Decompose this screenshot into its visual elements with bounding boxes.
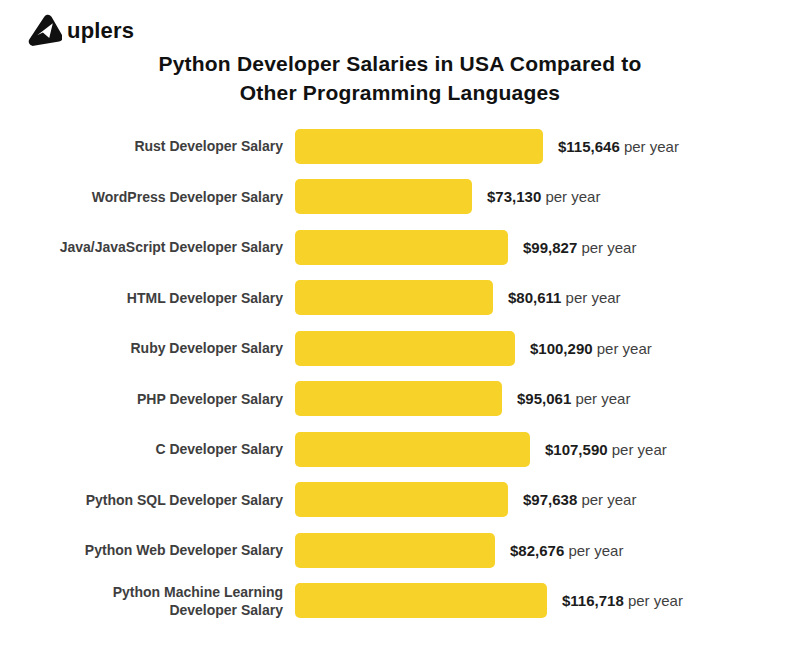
category-label: Rust Developer Salary (0, 137, 283, 155)
salary-value: $115,646 per year (558, 138, 679, 155)
salary-value: $107,590 per year (545, 441, 667, 458)
chart-row: Python Web Developer Salary $82,676 per … (0, 525, 800, 576)
salary-suffix: per year (612, 441, 667, 458)
chart-row: HTML Developer Salary $80,611 per year (0, 273, 800, 324)
uplers-logo-icon (28, 14, 62, 48)
salary-bar (295, 381, 502, 416)
salary-amount: $116,718 (562, 592, 624, 609)
category-label: Python Web Developer Salary (0, 541, 283, 559)
salary-bar (295, 432, 530, 467)
salary-value: $82,676 per year (510, 542, 623, 559)
salary-suffix: per year (581, 491, 636, 508)
salary-amount: $73,130 (487, 188, 541, 205)
salary-bar (295, 129, 543, 164)
salary-suffix: per year (628, 592, 683, 609)
salary-suffix: per year (566, 289, 621, 306)
salary-suffix: per year (568, 542, 623, 559)
salary-value: $100,290 per year (530, 340, 652, 357)
category-label: Java/JavaScript Developer Salary (0, 238, 283, 256)
salary-bar (295, 583, 547, 618)
salary-value: $80,611 per year (508, 289, 621, 306)
salary-amount: $80,611 (508, 289, 561, 306)
salary-amount: $82,676 (510, 542, 564, 559)
salary-value: $99,827 per year (523, 239, 636, 256)
salary-amount: $107,590 (545, 441, 608, 458)
salary-suffix: per year (575, 390, 630, 407)
brand-name: uplers (67, 18, 134, 44)
bar-chart: Rust Developer Salary $115,646 per year … (0, 121, 800, 626)
category-label: C Developer Salary (0, 440, 283, 458)
chart-title-line1: Python Developer Salaries in USA Compare… (0, 50, 800, 79)
salary-bar (295, 482, 508, 517)
chart-row: Ruby Developer Salary $100,290 per year (0, 323, 800, 374)
salary-bar (295, 533, 495, 568)
category-label: Python Machine Learning Developer Salary (0, 583, 283, 619)
salary-bar (295, 331, 515, 366)
chart-row: PHP Developer Salary $95,061 per year (0, 374, 800, 425)
salary-value: $73,130 per year (487, 188, 600, 205)
salary-suffix: per year (597, 340, 652, 357)
category-label: Ruby Developer Salary (0, 339, 283, 357)
chart-row: WordPress Developer Salary $73,130 per y… (0, 172, 800, 223)
salary-value: $95,061 per year (517, 390, 630, 407)
chart-title-line2: Other Programming Languages (0, 79, 800, 108)
infographic-page: uplers Python Developer Salaries in USA … (0, 0, 800, 663)
category-label: Python SQL Developer Salary (0, 491, 283, 509)
salary-value: $116,718 per year (562, 592, 683, 609)
category-label: PHP Developer Salary (0, 390, 283, 408)
category-label: WordPress Developer Salary (0, 188, 283, 206)
chart-row: Python Machine Learning Developer Salary… (0, 576, 800, 627)
chart-row: Rust Developer Salary $115,646 per year (0, 121, 800, 172)
chart-row: Python SQL Developer Salary $97,638 per … (0, 475, 800, 526)
salary-suffix: per year (545, 188, 600, 205)
salary-value: $97,638 per year (523, 491, 636, 508)
chart-row: Java/JavaScript Developer Salary $99,827… (0, 222, 800, 273)
salary-bar (295, 179, 472, 214)
salary-amount: $115,646 (558, 138, 620, 155)
salary-amount: $97,638 (523, 491, 577, 508)
salary-suffix: per year (581, 239, 636, 256)
salary-amount: $100,290 (530, 340, 593, 357)
salary-suffix: per year (624, 138, 679, 155)
salary-amount: $95,061 (517, 390, 571, 407)
chart-title: Python Developer Salaries in USA Compare… (0, 50, 800, 108)
salary-amount: $99,827 (523, 239, 577, 256)
chart-row: C Developer Salary $107,590 per year (0, 424, 800, 475)
uplers-logo: uplers (28, 14, 134, 48)
salary-bar (295, 230, 508, 265)
category-label: HTML Developer Salary (0, 289, 283, 307)
salary-bar (295, 280, 493, 315)
